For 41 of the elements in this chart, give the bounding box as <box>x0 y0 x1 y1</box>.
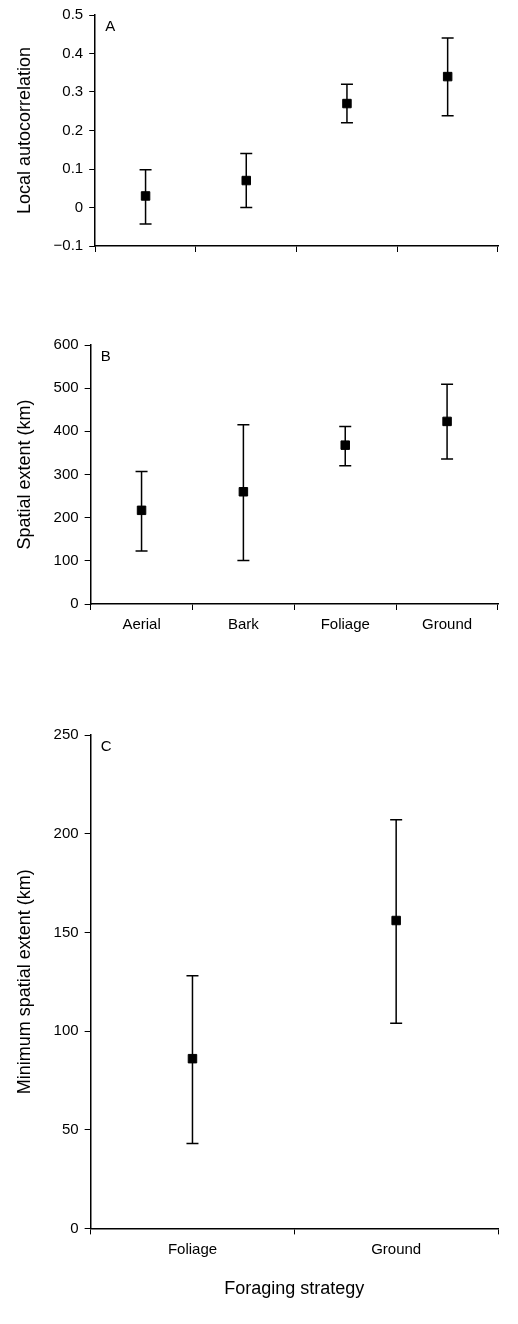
x-tick-label: Bark <box>227 615 260 633</box>
y-tick-label: 200 <box>53 507 79 525</box>
y-tick-label: 0 <box>70 594 79 612</box>
y-tick-label: 100 <box>53 1021 79 1039</box>
point <box>136 505 147 516</box>
y-tick-label: −0.1 <box>53 236 84 254</box>
y-tick-label: 150 <box>53 922 79 940</box>
y-axis-title: Minimum spatial extent (km) <box>13 869 34 1095</box>
x-tick-label: Foliage <box>320 615 370 633</box>
y-tick-label: 0.3 <box>62 82 84 100</box>
point <box>442 416 452 427</box>
point <box>342 98 352 109</box>
x-axis-title: Foraging strategy <box>224 1278 365 1299</box>
annotation: B <box>100 346 111 364</box>
y-tick-label: 200 <box>53 823 79 841</box>
y-tick-label: 500 <box>53 378 79 396</box>
y-tick-label: 0.1 <box>62 159 84 177</box>
y-tick-label: 0 <box>70 1218 79 1236</box>
point <box>442 71 453 82</box>
point <box>340 440 350 450</box>
point <box>238 487 249 497</box>
x-tick-label: Foliage <box>167 1239 218 1257</box>
y-tick-label: 100 <box>53 550 79 568</box>
y-axis-title: Local autocorrelation <box>13 46 34 215</box>
x-tick-label: Ground <box>371 1239 422 1257</box>
point <box>140 191 151 201</box>
y-tick-label: 600 <box>53 335 79 353</box>
annotation: C <box>100 736 112 754</box>
y-tick-label: 50 <box>61 1119 79 1137</box>
y-tick-label: 0.5 <box>62 5 84 23</box>
y-tick-label: 300 <box>53 464 79 482</box>
y-tick-label: 0.4 <box>62 43 84 61</box>
x-tick-label: Ground <box>422 615 473 633</box>
point <box>241 175 251 186</box>
y-tick-label: 400 <box>53 421 79 439</box>
y-tick-label: 250 <box>53 725 79 743</box>
annotation: A <box>105 16 116 34</box>
x-tick-label: Aerial <box>122 615 161 633</box>
y-axis-title: Spatial extent (km) <box>13 399 34 550</box>
y-tick-label: 0 <box>74 197 84 215</box>
y-tick-label: 0.2 <box>62 120 84 138</box>
